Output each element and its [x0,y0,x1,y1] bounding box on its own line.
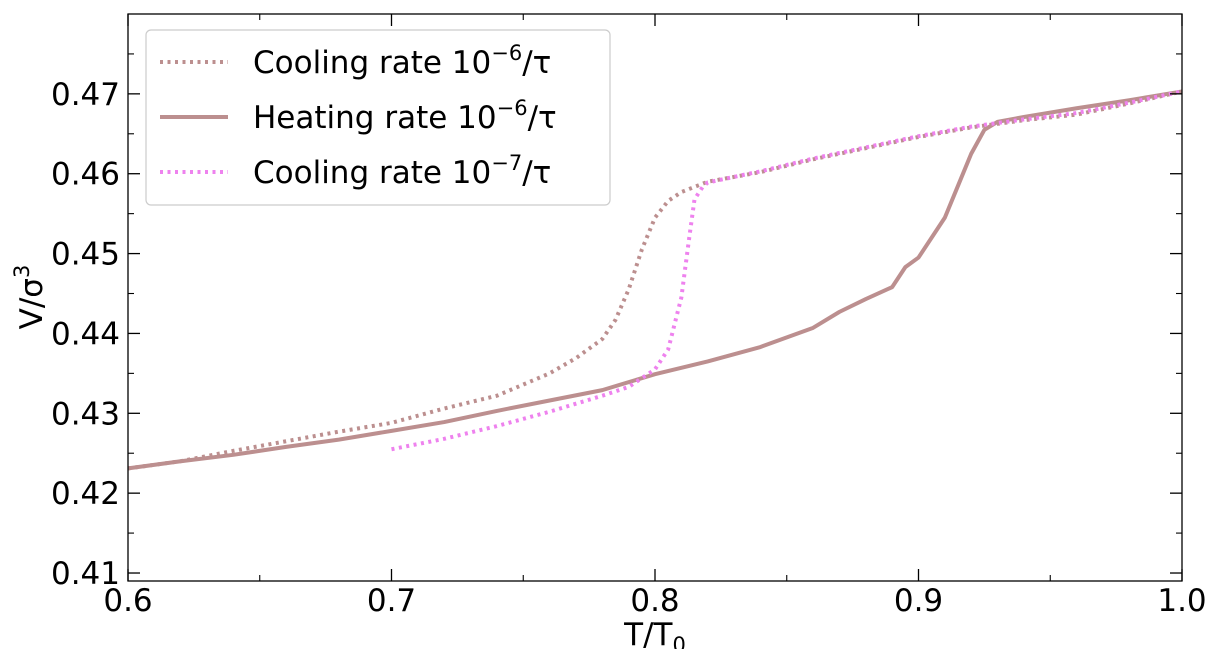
x-tick-label: 0.6 [103,583,152,619]
x-tick-label: 0.7 [367,583,416,619]
y-tick-label: 0.41 [51,556,120,592]
y-tick-label: 0.46 [51,157,120,193]
series-line-2 [127,89,1183,471]
plot-lines [127,89,1183,471]
y-tick-label: 0.45 [51,237,120,273]
y-tick-label: 0.43 [51,396,120,432]
x-tick-label: 1.0 [1157,583,1206,619]
series-line-1 [127,89,1183,471]
legend-label-1: Cooling rate 10−6/τ [253,41,551,81]
x-tick-label: 0.8 [630,583,679,619]
legend: Cooling rate 10−6/τ Heating rate 10−6/τ Co… [145,29,611,206]
y-tick-label: 0.44 [51,316,120,352]
tick-labels: 0.6 0.7 0.8 0.9 1.0 0.41 0.42 0.43 0.44 0.45 0.46 0… [51,77,1207,619]
y-axis-label-superscript: 3 [10,265,34,278]
x-axis-label-subscript: 0 [672,633,685,649]
legend-label-3: Cooling rate 10−7/τ [253,151,551,191]
series-line-3 [391,89,1183,452]
x-tick-label: 0.9 [894,583,943,619]
legend-box [145,29,611,206]
y-tick-label: 0.47 [51,77,120,113]
y-tick-label: 0.42 [51,476,120,512]
ticks [127,14,1183,581]
x-axis-label: T/T0 [623,617,686,649]
legend-label-2: Heating rate 10−6/τ [253,96,557,136]
y-axis-label: V/σ3 [10,265,50,330]
